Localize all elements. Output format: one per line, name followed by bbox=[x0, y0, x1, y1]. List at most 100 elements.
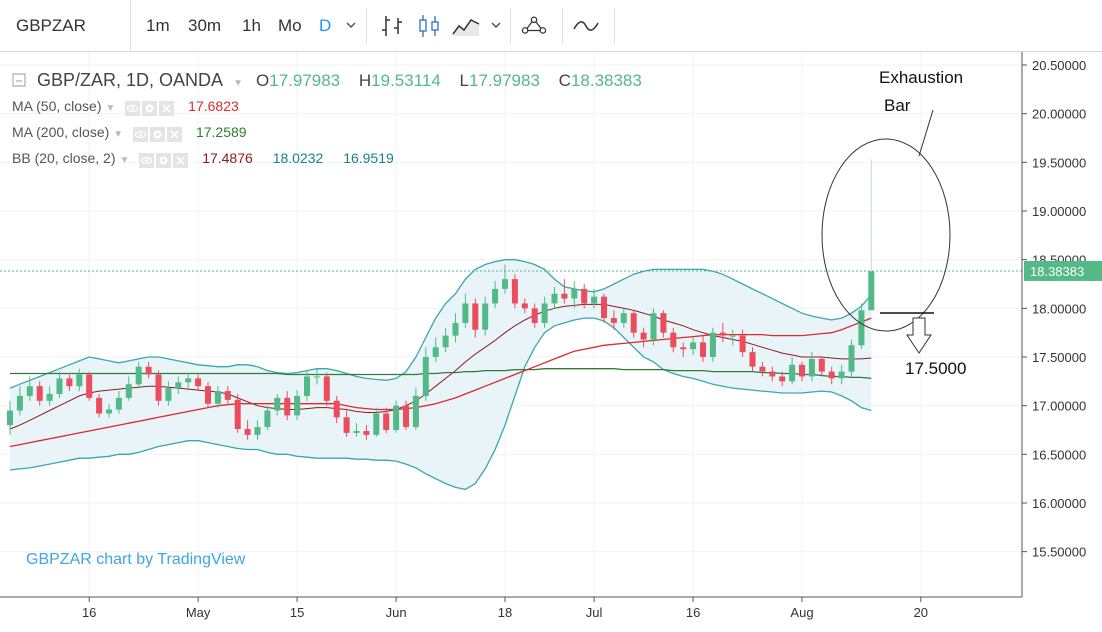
candle bbox=[868, 159, 875, 311]
toolbar-divider bbox=[510, 8, 511, 44]
candle bbox=[670, 327, 677, 353]
collapse-legend-icon[interactable] bbox=[12, 73, 26, 87]
study-legend-ma200: MA (200, close) ▼ 17.2589 bbox=[12, 124, 247, 142]
compare-icon[interactable] bbox=[570, 12, 602, 40]
eye-icon[interactable] bbox=[133, 126, 149, 142]
time-tick-label: 16 bbox=[686, 605, 700, 620]
candle bbox=[690, 337, 697, 356]
price-axis: 20.5000020.0000019.5000019.0000018.50000… bbox=[1022, 58, 1086, 560]
close-icon[interactable] bbox=[159, 100, 175, 116]
candles-icon[interactable] bbox=[413, 12, 445, 40]
toolbar-divider bbox=[614, 8, 615, 44]
candle bbox=[323, 372, 330, 406]
candle bbox=[620, 308, 627, 328]
timeframe-mo[interactable]: Mo bbox=[278, 16, 302, 35]
candle bbox=[482, 296, 489, 336]
candle bbox=[571, 281, 578, 309]
study-legend-ma50: MA (50, close) ▼ 17.6823 bbox=[12, 98, 239, 116]
candle bbox=[432, 337, 439, 362]
candle bbox=[96, 393, 103, 418]
price-tick-label: 16.00000 bbox=[1032, 496, 1086, 511]
candle bbox=[779, 371, 786, 387]
eye-icon[interactable] bbox=[125, 100, 141, 116]
timeframe-chevron-down-icon[interactable] bbox=[344, 18, 358, 32]
timeframe-30m[interactable]: 30m bbox=[188, 16, 222, 35]
ma200-line bbox=[10, 368, 872, 380]
study-menu-chevron-icon[interactable]: ▼ bbox=[119, 155, 130, 166]
candle bbox=[749, 347, 756, 372]
time-tick-label: 15 bbox=[290, 605, 304, 620]
price-tick-label: 15.50000 bbox=[1032, 545, 1086, 560]
series-menu-chevron-icon[interactable]: ▼ bbox=[233, 78, 243, 89]
level-label: 17.5000 bbox=[905, 359, 966, 378]
candle bbox=[224, 386, 231, 406]
gear-icon[interactable] bbox=[142, 100, 158, 116]
gear-icon[interactable] bbox=[156, 152, 172, 168]
ohlc-values: O17.97983 H19.53114 L17.97983 C18.38383 bbox=[256, 71, 642, 90]
time-tick-label: 18 bbox=[498, 605, 512, 620]
chart-type-chevron-down-icon[interactable] bbox=[489, 18, 503, 32]
candle bbox=[86, 371, 93, 401]
tradingview-watermark[interactable]: GBPZAR chart by TradingView bbox=[26, 551, 246, 568]
candle bbox=[155, 370, 162, 406]
chart-pane[interactable]: 20.50000 20.00000 19.50000 19.00000 18.50000… bbox=[0, 52, 1102, 627]
candle bbox=[709, 327, 716, 362]
time-tick-label: Jul bbox=[586, 605, 603, 620]
candle bbox=[551, 286, 558, 309]
candle bbox=[808, 352, 815, 382]
price-tick-label: 20.50000 bbox=[1032, 58, 1086, 73]
candle bbox=[205, 382, 211, 408]
candle bbox=[700, 335, 706, 362]
candle bbox=[373, 407, 380, 437]
candle bbox=[195, 374, 202, 392]
study-menu-chevron-icon[interactable]: ▼ bbox=[113, 129, 124, 140]
timeframe-1m[interactable]: 1m bbox=[146, 16, 170, 35]
indicators-icon[interactable] bbox=[518, 12, 550, 40]
time-tick-label: Aug bbox=[790, 605, 813, 620]
candle bbox=[511, 274, 518, 309]
timeframe-d[interactable]: D bbox=[319, 16, 332, 35]
bollinger-lower-band bbox=[9, 317, 872, 491]
price-tick-label: 16.50000 bbox=[1032, 447, 1086, 462]
candle bbox=[640, 327, 647, 348]
eye-icon[interactable] bbox=[139, 152, 155, 168]
study-menu-chevron-icon[interactable]: ▼ bbox=[105, 103, 116, 114]
candles bbox=[7, 159, 875, 440]
candle bbox=[244, 420, 251, 440]
candle bbox=[660, 310, 667, 338]
time-tick-label: 16 bbox=[82, 605, 96, 620]
price-tick-label: 19.50000 bbox=[1032, 155, 1086, 170]
close-icon[interactable] bbox=[167, 126, 183, 142]
candle bbox=[531, 303, 538, 328]
close-icon[interactable] bbox=[173, 152, 189, 168]
candle bbox=[333, 395, 340, 424]
toolbar-divider bbox=[366, 8, 367, 44]
candle bbox=[729, 329, 736, 346]
candle bbox=[56, 371, 63, 398]
candle bbox=[789, 356, 796, 385]
time-axis: 16 May 15 Jun 18 Jul 16 Aug 20 bbox=[82, 597, 928, 620]
down-arrow-icon bbox=[906, 317, 932, 354]
candle bbox=[234, 393, 241, 433]
symbol-search[interactable]: GBPZAR bbox=[0, 0, 131, 52]
candle bbox=[175, 376, 182, 394]
series-legend: GBP/ZAR, 1D, OANDA ▼ O17.97983 H19.53114… bbox=[12, 70, 642, 91]
price-tick-label: 18.00000 bbox=[1032, 301, 1086, 316]
bar-chart-icon[interactable] bbox=[378, 12, 410, 40]
candle bbox=[66, 374, 73, 392]
candle bbox=[135, 361, 142, 389]
study-legend-bb: BB (20, close, 2) ▼ 17.4876 18.0232 16.95… bbox=[12, 150, 394, 168]
candle bbox=[46, 386, 53, 406]
candle bbox=[26, 376, 33, 401]
price-chart[interactable]: 20.5000020.0000019.5000019.0000018.50000… bbox=[0, 52, 1102, 627]
gear-icon[interactable] bbox=[150, 126, 166, 142]
exhaustion-label-line1: Exhaustion bbox=[879, 68, 963, 87]
price-tick-label: 20.00000 bbox=[1032, 107, 1086, 122]
candle bbox=[115, 391, 122, 414]
area-chart-icon[interactable] bbox=[450, 12, 482, 40]
candle bbox=[502, 264, 508, 294]
timeframe-1h[interactable]: 1h bbox=[242, 16, 261, 35]
candle bbox=[343, 410, 350, 437]
candle bbox=[472, 298, 479, 338]
candle bbox=[818, 356, 825, 377]
